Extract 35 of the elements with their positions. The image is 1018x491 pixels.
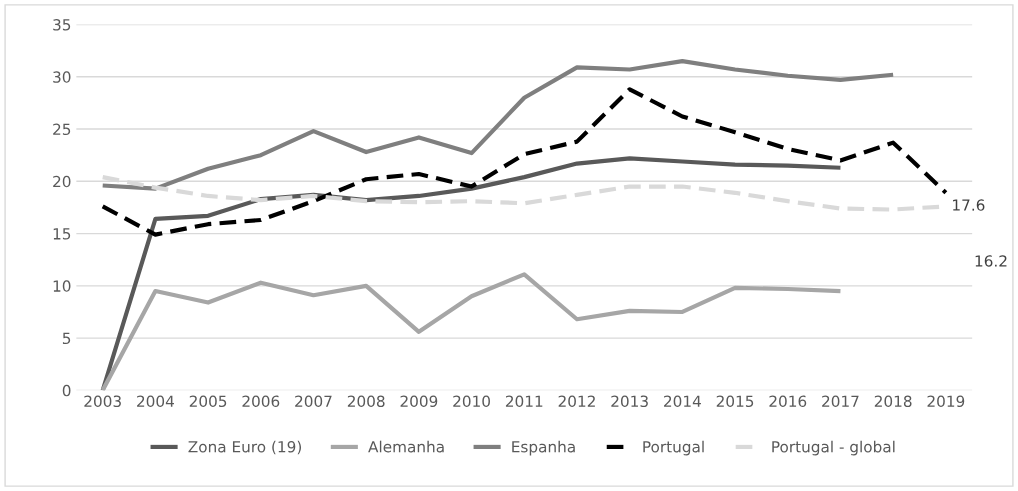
x-tick-label: 2012 bbox=[558, 395, 595, 408]
x-tick-label: 2019 bbox=[927, 395, 965, 408]
legend-label: Portugal - global bbox=[772, 440, 895, 456]
x-tick-label: 2003 bbox=[84, 395, 121, 408]
x-tick-label: 2014 bbox=[664, 395, 701, 408]
y-tick-label: 25 bbox=[53, 123, 71, 136]
line-series bbox=[100, 59, 896, 191]
x-tick-label: 2011 bbox=[505, 395, 543, 408]
x-tick-label: 2015 bbox=[716, 395, 754, 408]
y-tick-label: 30 bbox=[53, 71, 71, 83]
legend-label: Espanha bbox=[512, 440, 575, 456]
x-tick-label: 2017 bbox=[822, 395, 859, 408]
y-tick-label: 5 bbox=[62, 332, 71, 345]
line-series bbox=[100, 272, 843, 391]
legend-label: Zona Euro (19) bbox=[188, 440, 302, 455]
y-tick-label: 20 bbox=[53, 175, 71, 188]
legend-label: Portugal bbox=[643, 440, 704, 456]
x-tick-label: 2013 bbox=[611, 395, 648, 408]
x-tick-label: 2010 bbox=[453, 395, 490, 408]
x-tick-label: 2018 bbox=[874, 395, 912, 408]
y-tick-label: 35 bbox=[53, 19, 71, 31]
text: 16.2 bbox=[975, 255, 1007, 267]
x-tick-label: 2009 bbox=[400, 395, 438, 408]
x-tick-label: 2016 bbox=[769, 395, 807, 408]
y-tick-label: 15 bbox=[53, 228, 71, 240]
data-label: 17.6 bbox=[953, 199, 985, 211]
y-tick-label: 0 bbox=[62, 384, 71, 397]
x-tick-label: 2006 bbox=[242, 395, 280, 408]
x-tick-label: 2007 bbox=[295, 395, 332, 408]
x-tick-label: 2004 bbox=[137, 395, 174, 408]
legend-label: Alemanha bbox=[368, 440, 444, 453]
x-tick-label: 2005 bbox=[189, 395, 227, 408]
x-tick-label: 2008 bbox=[347, 395, 385, 408]
y-tick-label: 10 bbox=[53, 280, 71, 292]
line-series bbox=[100, 87, 948, 237]
